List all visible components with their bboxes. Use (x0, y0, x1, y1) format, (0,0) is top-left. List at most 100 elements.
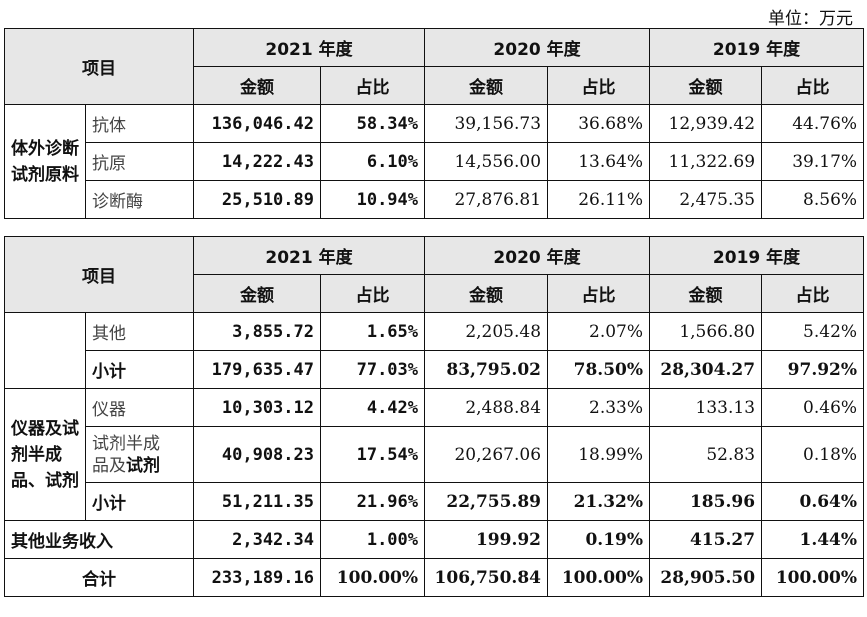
header-ratio: 占比 (319, 66, 426, 105)
row-label: 合计 (4, 558, 194, 597)
cell: 1.65% (319, 312, 426, 351)
cell: 21.32% (547, 482, 651, 521)
header-year-2019: 2019 年度 (649, 28, 865, 67)
cell: 2,488.84 (424, 388, 549, 427)
table-row: 试剂半成 品及试剂 40,908.23 17.54% 20,267.06 18.9… (5, 426, 865, 483)
row-label: 仪器 (85, 388, 194, 427)
other-income-row: 其他业务收入 2,342.34 1.00% 199.92 0.19% 415.2… (4, 520, 865, 559)
header-year-2021: 2021 年度 (192, 28, 426, 67)
cell: 52.83 (649, 426, 763, 483)
header-year-2019: 2019 年度 (649, 236, 865, 275)
cell: 12,939.42 (649, 104, 763, 143)
cell: 28,905.50 (649, 558, 763, 597)
table-row: 诊断酶 25,510.89 10.94% 27,876.81 26.11% 2,… (5, 180, 865, 219)
group-label-instruments: 仪器及试剂半成品、试剂 (4, 388, 86, 521)
cell: 11,322.69 (649, 142, 763, 181)
total-row: 合计 233,189.16 100.00% 106,750.84 100.00%… (4, 558, 865, 597)
cell: 39,156.73 (424, 104, 549, 143)
cell: 0.64% (761, 482, 865, 521)
cell: 10,303.12 (193, 388, 321, 427)
cell: 6.10% (319, 142, 426, 181)
cell: 179,635.47 (193, 350, 321, 389)
cell: 100.00% (547, 558, 651, 597)
row-label: 其他业务收入 (4, 520, 194, 559)
cell: 0.18% (761, 426, 865, 483)
unit-label: 单位：万元 (768, 9, 853, 29)
cell: 8.56% (761, 180, 865, 219)
header-year-2021: 2021 年度 (192, 236, 426, 275)
header-amount: 金额 (193, 274, 321, 313)
cell: 78.50% (547, 350, 651, 389)
cell: 51,211.35 (193, 482, 321, 521)
header-amount: 金额 (193, 66, 321, 105)
row-label: 小计 (85, 482, 194, 521)
revenue-table-part1: 项目 2021 年度 2020 年度 2019 年度 金额 占比 金额 占比 金… (4, 28, 865, 219)
row-label: 小计 (85, 350, 194, 389)
cell: 44.76% (761, 104, 865, 143)
header-item: 项目 (4, 236, 194, 313)
cell: 27,876.81 (424, 180, 549, 219)
row-label: 试剂半成 品及试剂 (85, 426, 194, 483)
header-ratio: 占比 (761, 66, 865, 105)
cell: 106,750.84 (424, 558, 549, 597)
cell: 415.27 (649, 520, 763, 559)
cell: 2,205.48 (424, 312, 549, 351)
cell: 2.07% (547, 312, 651, 351)
cell: 25,510.89 (193, 180, 321, 219)
cell: 18.99% (547, 426, 651, 483)
header-amount: 金额 (424, 274, 549, 313)
cell: 39.17% (761, 142, 865, 181)
cell: 0.19% (547, 520, 651, 559)
cell: 28,304.27 (649, 350, 763, 389)
row-label: 抗原 (85, 142, 194, 181)
header-amount: 金额 (424, 66, 549, 105)
header-year-2020: 2020 年度 (424, 28, 651, 67)
cell: 2.33% (547, 388, 651, 427)
cell: 40,908.23 (193, 426, 321, 483)
row-label: 抗体 (85, 104, 194, 143)
header-ratio: 占比 (761, 274, 865, 313)
cell: 2,342.34 (193, 520, 321, 559)
subtotal-row: 小计 51,211.35 21.96% 22,755.89 21.32% 185… (5, 482, 865, 521)
row-label-line2b: 试剂 (126, 455, 160, 476)
cell: 1.00% (319, 520, 426, 559)
cell: 1.44% (761, 520, 865, 559)
row-label: 诊断酶 (85, 180, 194, 219)
cell: 233,189.16 (193, 558, 321, 597)
cell: 0.46% (761, 388, 865, 427)
header-ratio: 占比 (547, 66, 651, 105)
cell: 100.00% (319, 558, 426, 597)
cell: 14,222.43 (193, 142, 321, 181)
cell: 21.96% (319, 482, 426, 521)
header-ratio: 占比 (547, 274, 651, 313)
header-amount: 金额 (649, 66, 763, 105)
cell: 199.92 (424, 520, 549, 559)
cell: 1,566.80 (649, 312, 763, 351)
cell: 2,475.35 (649, 180, 763, 219)
cell: 26.11% (547, 180, 651, 219)
cell: 58.34% (319, 104, 426, 143)
group-label-reagent-raw-materials: 体外诊断试剂原料 (4, 104, 86, 219)
cell: 77.03% (319, 350, 426, 389)
table-row: 其他 3,855.72 1.65% 2,205.48 2.07% 1,566.8… (4, 312, 865, 389)
cell: 14,556.00 (424, 142, 549, 181)
row-label: 其他 (85, 312, 194, 351)
cell: 22,755.89 (424, 482, 549, 521)
row-label-line2a: 品及 (92, 455, 126, 476)
cell: 185.96 (649, 482, 763, 521)
header-amount: 金额 (649, 274, 763, 313)
table-row: 体外诊断试剂原料 抗体 136,046.42 58.34% 39,156.73 … (4, 104, 865, 219)
cell: 133.13 (649, 388, 763, 427)
cell: 3,855.72 (193, 312, 321, 351)
cell: 4.42% (319, 388, 426, 427)
revenue-table-part2: 项目 2021 年度 2020 年度 2019 年度 金额 占比 金额 占比 金… (4, 236, 865, 597)
row-label-line1: 试剂半成 (92, 433, 160, 454)
table-row: 仪器及试剂半成品、试剂 仪器 10,303.12 4.42% 2,488.84 … (4, 388, 865, 521)
header-year-2020: 2020 年度 (424, 236, 651, 275)
cell: 36.68% (547, 104, 651, 143)
cell: 100.00% (761, 558, 865, 597)
cell: 83,795.02 (424, 350, 549, 389)
cell: 136,046.42 (193, 104, 321, 143)
cell: 17.54% (319, 426, 426, 483)
table-row: 抗原 14,222.43 6.10% 14,556.00 13.64% 11,3… (5, 142, 865, 181)
